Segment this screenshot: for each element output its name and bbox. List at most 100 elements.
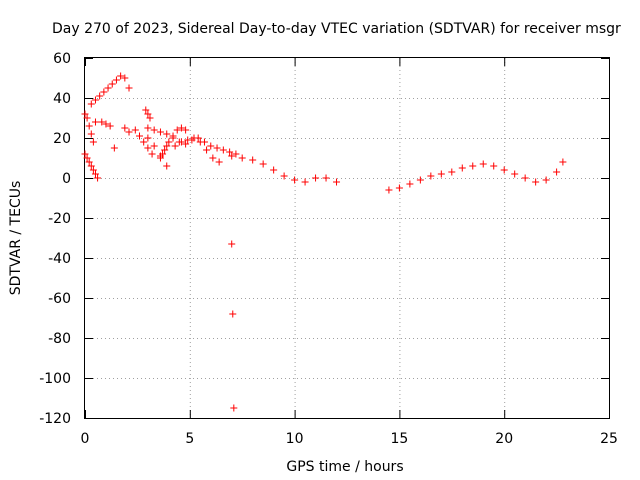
x-axis: 0 5 10 15 20 25 <box>81 58 618 447</box>
data-point <box>165 138 173 146</box>
y-tick-label: 40 <box>53 91 71 107</box>
data-point <box>91 170 99 178</box>
data-point <box>559 158 567 166</box>
data-point <box>146 114 154 122</box>
data-point <box>108 80 116 88</box>
series-seg-o <box>385 158 567 194</box>
data-point <box>89 138 97 146</box>
data-point <box>96 92 104 100</box>
data-point <box>406 180 414 188</box>
x-tick-label: 25 <box>600 431 618 447</box>
data-point <box>238 154 246 162</box>
data-point <box>163 162 171 170</box>
y-tick-label: -100 <box>39 371 71 387</box>
data-point <box>427 172 435 180</box>
data-point <box>121 124 129 132</box>
data-point <box>553 168 561 176</box>
data-point <box>87 162 95 170</box>
data-point <box>259 160 267 168</box>
data-point <box>144 134 152 142</box>
data-point <box>117 72 125 80</box>
y-axis-label: SDTVAR / TECUs <box>8 181 24 296</box>
data-point <box>144 144 152 152</box>
data-point <box>249 156 257 164</box>
y-tick-label: 20 <box>53 131 71 147</box>
data-point <box>163 130 171 138</box>
data-point <box>144 110 152 118</box>
data-point <box>182 140 190 148</box>
data-point <box>322 174 330 182</box>
x-tick-label: 20 <box>495 431 513 447</box>
data-point <box>416 176 424 184</box>
data-point <box>385 186 393 194</box>
data-point <box>448 168 456 176</box>
chart-title: Day 270 of 2023, Sidereal Day-to-day VTE… <box>52 21 621 37</box>
data-point <box>91 96 99 104</box>
series-seg-f <box>121 124 133 136</box>
series-seg-e <box>110 144 118 152</box>
series-seg-n <box>228 240 238 412</box>
series-seg-g <box>131 126 156 158</box>
data-point <box>291 176 299 184</box>
data-point <box>112 76 120 84</box>
data-point <box>500 166 508 174</box>
data-point <box>163 142 171 150</box>
data-point <box>98 118 106 126</box>
y-tick-label: -80 <box>48 331 71 347</box>
data-point <box>85 158 93 166</box>
series-seg-a <box>81 110 97 146</box>
data-point <box>312 174 320 182</box>
data-point <box>125 84 133 92</box>
series-seg-l <box>171 134 223 166</box>
series-seg-b <box>81 150 102 182</box>
data-point <box>140 138 148 146</box>
data-point <box>142 106 150 114</box>
data-point <box>104 84 112 92</box>
data-point <box>94 174 102 182</box>
data-point <box>87 130 95 138</box>
data-point <box>182 126 190 134</box>
series-seg-h <box>142 106 154 122</box>
data-point <box>144 124 152 132</box>
series-seg-m <box>228 152 341 186</box>
data-point <box>81 150 89 158</box>
data-point <box>229 310 237 318</box>
data-point <box>121 74 129 82</box>
data-point <box>333 178 341 186</box>
data-point <box>171 142 179 150</box>
y-tick-label: -120 <box>39 411 71 427</box>
x-tick-label: 0 <box>81 431 90 447</box>
data-point <box>532 178 540 186</box>
data-points <box>81 72 567 412</box>
data-point <box>521 174 529 182</box>
series-seg-j <box>156 124 190 162</box>
x-tick-label: 5 <box>185 431 194 447</box>
data-point <box>87 100 95 108</box>
grid-lines <box>85 58 609 418</box>
data-point <box>230 404 238 412</box>
data-point <box>161 146 169 154</box>
data-point <box>395 184 403 192</box>
data-point <box>100 88 108 96</box>
data-point <box>150 142 158 150</box>
series-seg-i <box>144 134 171 170</box>
data-point <box>542 176 550 184</box>
x-tick-label: 10 <box>286 431 304 447</box>
data-point <box>228 240 236 248</box>
data-point <box>156 128 164 136</box>
data-point <box>190 134 198 142</box>
data-point <box>169 134 177 142</box>
data-point <box>102 120 110 128</box>
data-point <box>437 170 445 178</box>
data-point <box>511 170 519 178</box>
series-seg-c <box>87 72 133 108</box>
data-point <box>209 154 217 162</box>
data-point <box>131 126 139 134</box>
data-point <box>226 148 234 156</box>
data-point <box>148 150 156 158</box>
data-point <box>81 110 89 118</box>
data-point <box>110 144 118 152</box>
data-point <box>301 178 309 186</box>
data-point <box>270 166 278 174</box>
